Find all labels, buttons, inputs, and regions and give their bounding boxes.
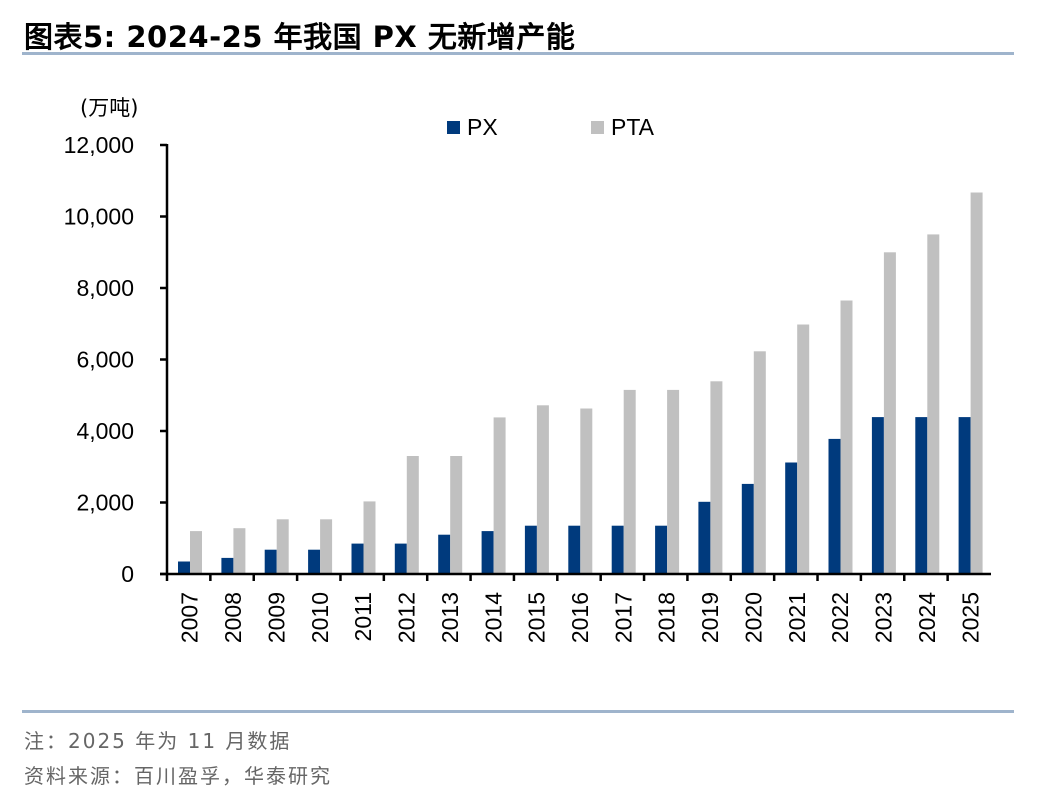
bar-pta-2009 xyxy=(276,519,289,574)
bar-px-2024 xyxy=(915,417,928,574)
x-tick-label: 2020 xyxy=(741,592,767,643)
bar-pta-2023 xyxy=(883,252,896,575)
legend-label-pta: PTA xyxy=(611,114,655,140)
bar-pta-2022 xyxy=(840,300,853,574)
bar-px-2015 xyxy=(524,525,537,574)
footnote: 注：2025 年为 11 月数据 xyxy=(24,729,292,753)
y-tick-label: 8,000 xyxy=(76,275,134,301)
bar-px-2018 xyxy=(655,525,668,574)
bar-pta-2014 xyxy=(493,417,506,574)
bar-px-2017 xyxy=(611,525,624,574)
y-tick-label: 2,000 xyxy=(76,490,134,516)
chart-title: 图表5: 2024-25 年我国 PX 无新增产能 xyxy=(24,20,576,54)
x-tick-label: 2010 xyxy=(307,592,333,643)
bar-px-2020 xyxy=(741,483,754,574)
bar-px-2011 xyxy=(351,543,364,574)
x-tick-label: 2008 xyxy=(220,592,246,643)
bar-pta-2017 xyxy=(623,389,636,574)
y-tick-label: 0 xyxy=(121,561,134,587)
x-tick-label: 2019 xyxy=(697,592,723,643)
y-tick-label: 4,000 xyxy=(76,418,134,444)
y-axis: 0 2,000 4,000 6,000 8,000 10,000 12,000 xyxy=(64,132,169,587)
bar-pta-2010 xyxy=(320,519,333,574)
bar-px-2013 xyxy=(438,534,451,574)
legend-swatch-pta xyxy=(591,121,604,134)
x-tick-label: 2014 xyxy=(480,592,506,643)
x-tick-label: 2007 xyxy=(177,592,203,643)
x-tick-label: 2018 xyxy=(654,592,680,643)
footer-divider xyxy=(22,710,1014,713)
bar-px-2012 xyxy=(394,543,407,574)
bar-px-2025 xyxy=(958,417,971,574)
bar-pta-2013 xyxy=(450,456,463,574)
bar-pta-2021 xyxy=(797,324,810,574)
bar-pta-2016 xyxy=(580,408,593,574)
legend-item-pta: PTA xyxy=(591,114,654,141)
x-tick-label: 2023 xyxy=(871,592,897,643)
bar-px-2008 xyxy=(221,557,234,574)
bar-pta-2015 xyxy=(536,405,549,574)
y-tick-label: 12,000 xyxy=(64,132,134,158)
y-axis-unit-label: (万吨) xyxy=(80,96,139,120)
bar-px-2009 xyxy=(264,549,277,574)
bar-px-2021 xyxy=(785,462,798,574)
x-tick-label: 2013 xyxy=(437,592,463,643)
bar-pta-2018 xyxy=(667,389,680,574)
x-tick-label: 2015 xyxy=(524,592,550,643)
bar-pta-2007 xyxy=(190,531,202,574)
x-tick-label: 2017 xyxy=(610,592,636,643)
bar-pta-2011 xyxy=(363,501,376,574)
legend-label-px: PX xyxy=(467,114,498,140)
x-tick-label: 2012 xyxy=(394,592,420,643)
bar-pta-2020 xyxy=(753,351,766,574)
bar-px-2019 xyxy=(698,501,711,574)
bar-px-2007 xyxy=(178,561,190,574)
x-tick-label: 2024 xyxy=(914,592,940,643)
x-tick-label: 2016 xyxy=(567,592,593,643)
bar-px-2023 xyxy=(871,417,884,574)
x-tick-label: 2021 xyxy=(784,592,810,643)
bar-pta-2019 xyxy=(710,381,723,574)
title-divider xyxy=(22,52,1014,55)
bar-pta-2012 xyxy=(406,456,419,574)
bar-pta-2008 xyxy=(233,528,246,574)
legend-swatch-px xyxy=(447,121,460,134)
y-tick-label: 6,000 xyxy=(76,347,134,373)
x-axis: 2007 2008 2009 2010 2011 2012 2013 2014 2015 2016… xyxy=(160,572,991,643)
bar-px-2022 xyxy=(828,438,841,574)
x-tick-label: 2025 xyxy=(957,592,983,643)
bar-pta-2024 xyxy=(927,234,940,574)
y-tick-label: 10,000 xyxy=(64,204,134,230)
x-tick-label: 2011 xyxy=(350,592,376,641)
source-note: 资料来源：百川盈孚，华泰研究 xyxy=(24,764,332,788)
x-tick-label: 2009 xyxy=(263,592,289,643)
bar-px-2010 xyxy=(308,549,321,574)
bar-px-2016 xyxy=(568,525,581,574)
bars-group xyxy=(178,192,983,575)
x-tick-label: 2022 xyxy=(827,592,853,643)
legend-item-px: PX xyxy=(447,114,498,141)
bar-px-2014 xyxy=(481,531,494,574)
bar-pta-2025 xyxy=(970,192,983,574)
